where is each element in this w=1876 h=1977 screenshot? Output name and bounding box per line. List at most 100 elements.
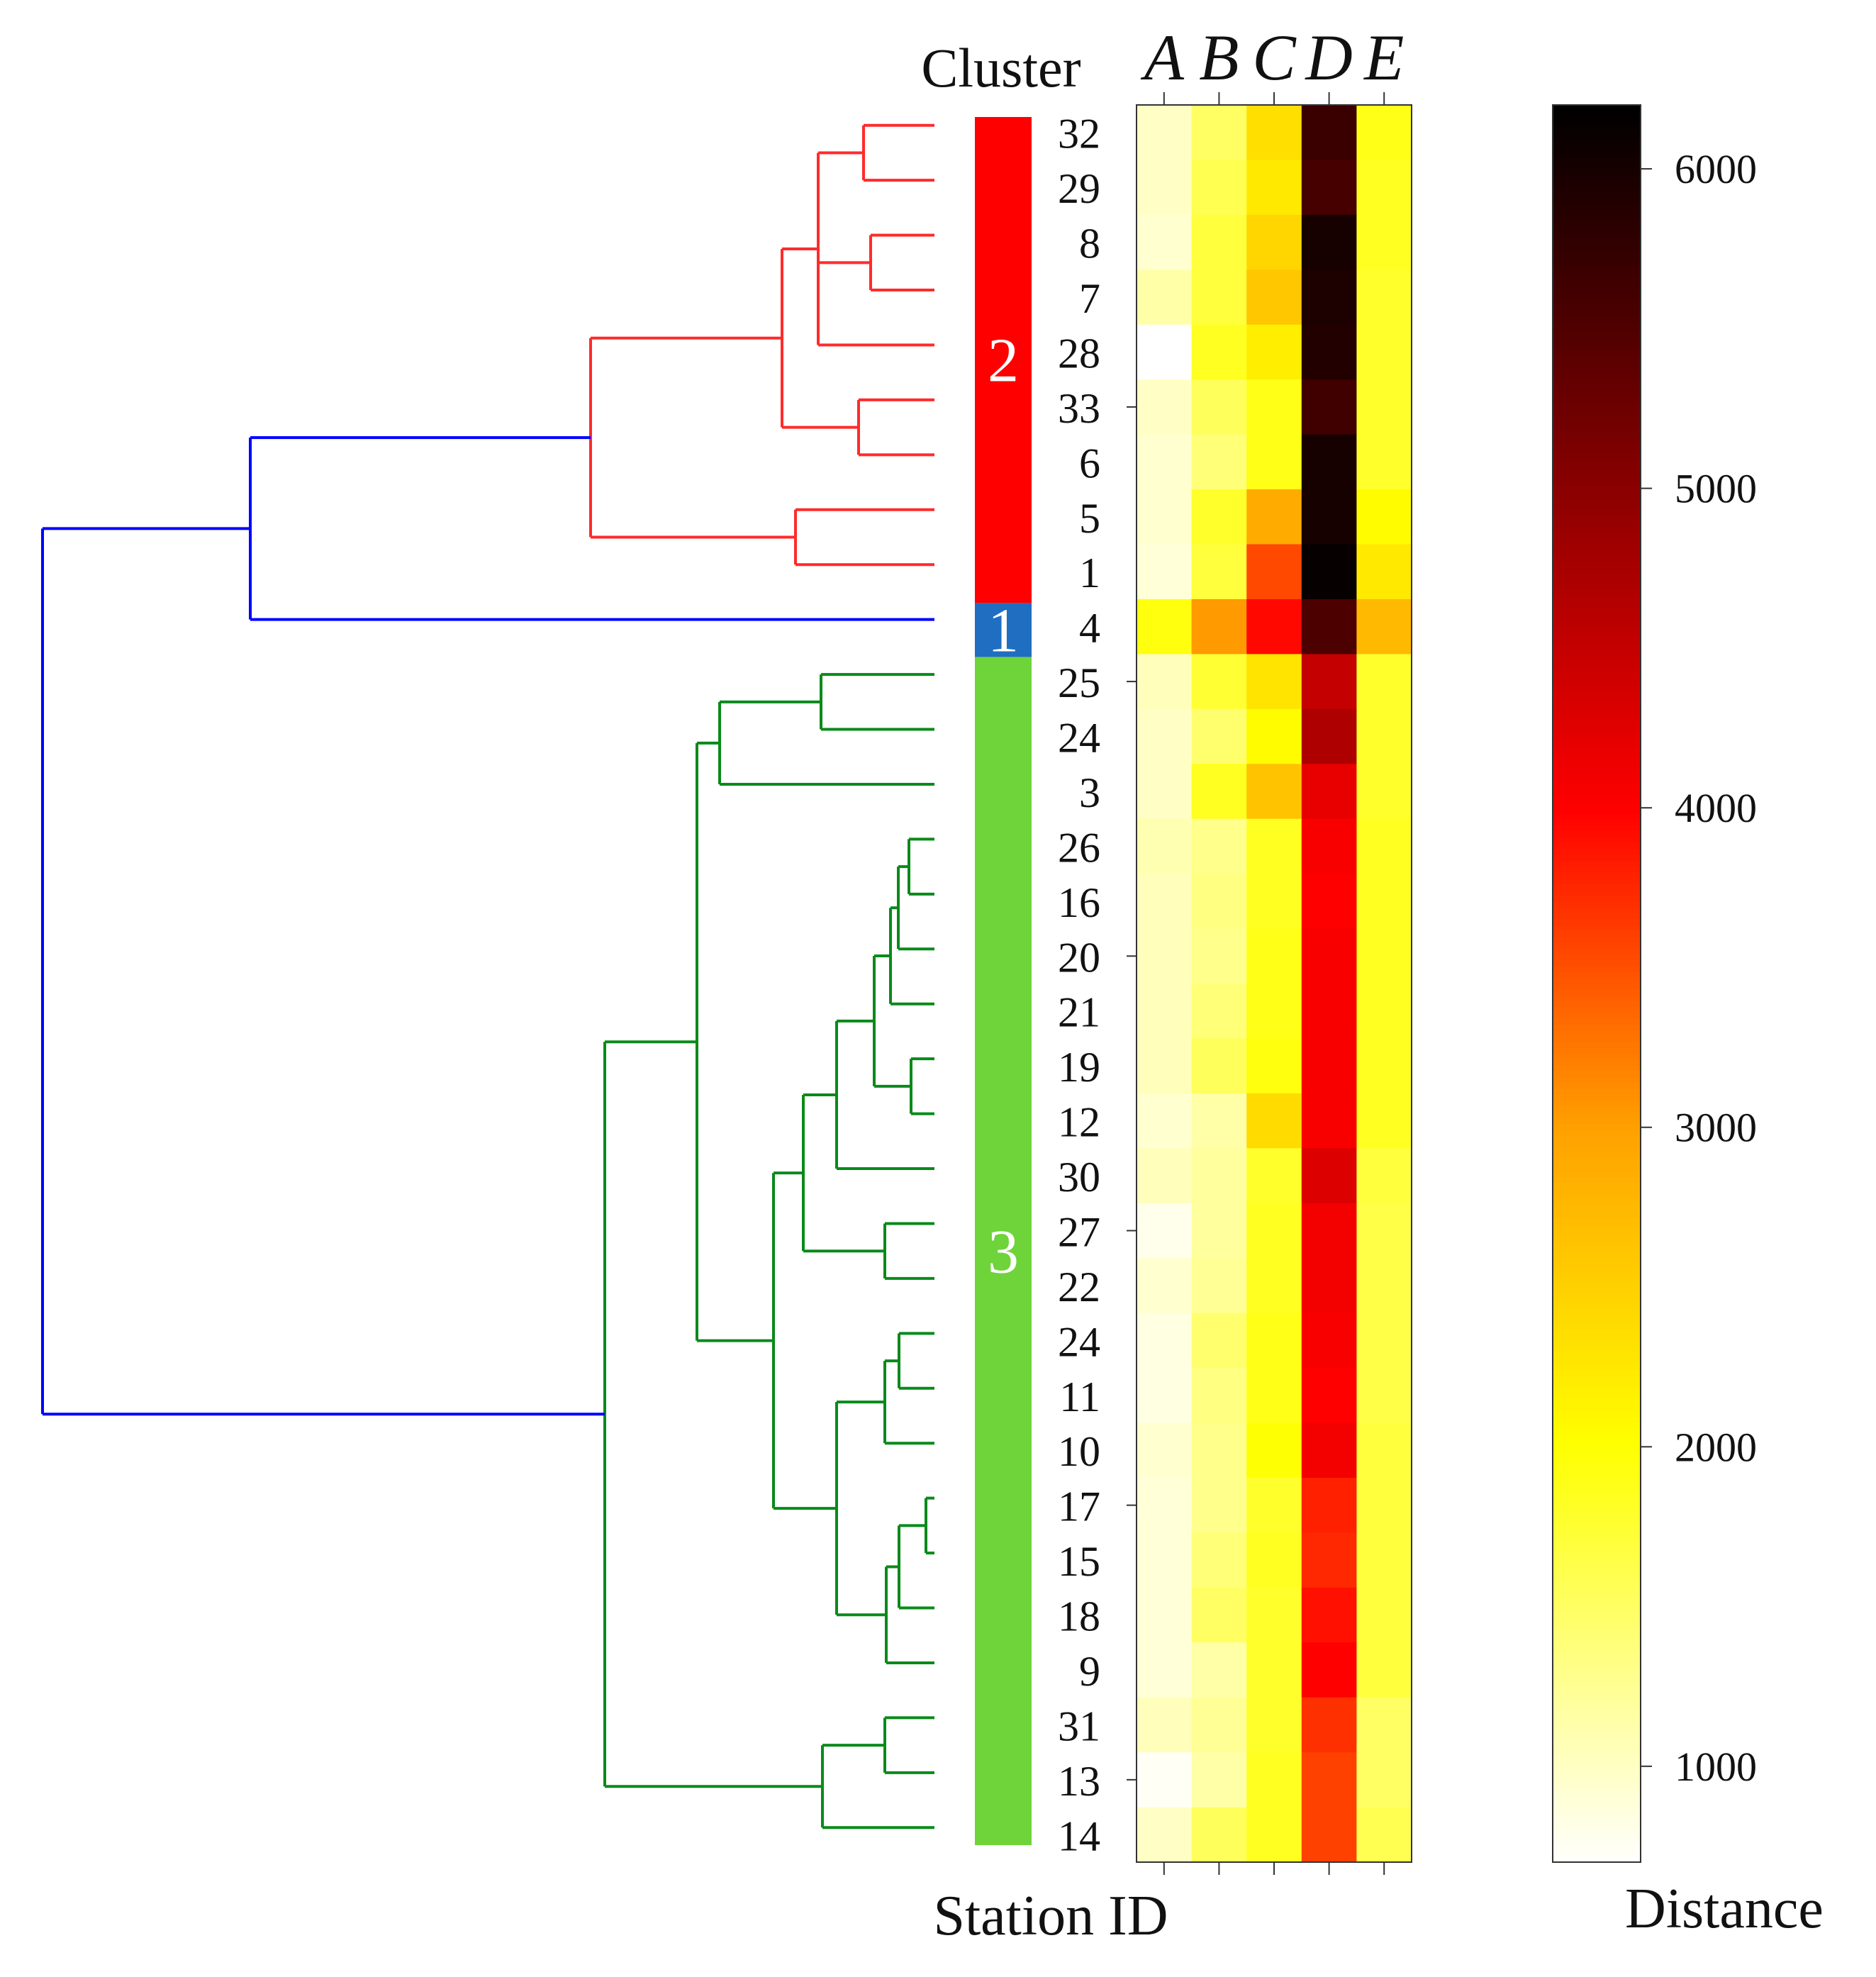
station-id-label: 14 [1058, 1812, 1100, 1859]
heatmap-cell [1137, 1203, 1193, 1259]
colorbar-segment [1553, 1229, 1641, 1236]
colorbar-segment [1553, 269, 1641, 276]
station-id-label: 28 [1058, 330, 1100, 377]
heatmap-cell [1246, 1313, 1302, 1369]
colorbar-segment [1553, 1135, 1641, 1142]
colorbar-segment [1553, 1059, 1641, 1067]
colorbar-segment [1553, 749, 1641, 756]
station-id-label: 26 [1058, 824, 1100, 871]
heatmap-cell [1356, 1258, 1412, 1314]
colorbar-segment [1553, 391, 1641, 399]
colorbar-segment [1553, 1018, 1641, 1025]
colorbar-segment [1553, 157, 1641, 165]
column-label: E [1363, 21, 1404, 94]
colorbar-segment [1553, 1428, 1641, 1435]
colorbar-segment [1553, 1205, 1641, 1213]
colorbar-segment [1553, 1065, 1641, 1072]
heatmap-cell [1301, 269, 1357, 325]
colorbar-segment [1553, 825, 1641, 832]
heatmap-cell [1191, 1422, 1247, 1478]
colorbar-segment [1553, 1856, 1641, 1863]
colorbar-segment [1553, 1218, 1641, 1225]
heatmap-cell [1356, 1642, 1412, 1698]
colorbar-segment [1553, 1323, 1641, 1330]
cluster-label: 3 [988, 1218, 1019, 1286]
heatmap-cell [1137, 1368, 1193, 1424]
colorbar-segment [1553, 984, 1641, 991]
colorbar-segment [1553, 345, 1641, 352]
colorbar-segment [1553, 1516, 1641, 1523]
colorbar-segment [1553, 1762, 1641, 1769]
colorbar-segment [1553, 1252, 1641, 1260]
colorbar-segment [1553, 462, 1641, 469]
colorbar-segment [1553, 438, 1641, 445]
heatmap-cell [1137, 1697, 1193, 1753]
colorbar-segment [1553, 503, 1641, 510]
colorbar-segment [1553, 1088, 1641, 1096]
colorbar-segment [1553, 977, 1641, 984]
colorbar-segment [1553, 128, 1641, 135]
heatmap-cell [1356, 1807, 1412, 1863]
heatmap-cell [1301, 544, 1357, 600]
colorbar-segment [1553, 105, 1641, 112]
colorbar-segment [1553, 1311, 1641, 1318]
colorbar-segment [1553, 1692, 1641, 1699]
colorbar-segment [1553, 989, 1641, 996]
colorbar-segment [1553, 1358, 1641, 1365]
colorbar-segment [1553, 111, 1641, 118]
cluster-band [975, 603, 1032, 657]
colorbar-segment [1553, 971, 1641, 979]
heatmap-cell [1301, 654, 1357, 710]
colorbar-segment [1553, 1047, 1641, 1054]
heatmap-cell [1191, 1313, 1247, 1369]
colorbar-segment [1553, 544, 1641, 551]
colorbar-segment [1553, 1293, 1641, 1301]
colorbar-segment [1553, 362, 1641, 369]
colorbar-segment [1553, 339, 1641, 346]
heatmap-cell [1301, 1038, 1357, 1094]
colorbar-segment [1553, 1042, 1641, 1049]
heatmap-cell [1246, 874, 1302, 930]
heatmap-cell [1246, 1697, 1302, 1753]
colorbar-segment [1553, 691, 1641, 698]
heatmap-cell [1301, 984, 1357, 1040]
colorbar-segment [1553, 901, 1641, 908]
colorbar-segment [1553, 772, 1641, 779]
heatmap-cell [1356, 1532, 1412, 1588]
heatmap-cell [1246, 1587, 1302, 1643]
heatmap-cell [1137, 105, 1193, 161]
station-id-label: 18 [1058, 1593, 1100, 1640]
colorbar-segment [1553, 1106, 1641, 1113]
colorbar-segment [1553, 327, 1641, 334]
heatmap-cell [1301, 1313, 1357, 1369]
heatmap-cell [1191, 105, 1247, 161]
heatmap-cell [1356, 598, 1412, 655]
colorbar: 1000 2000 3000 4000 5000 6000 [1552, 104, 1757, 1863]
colorbar-segment [1553, 1844, 1641, 1851]
heatmap-cell [1137, 984, 1193, 1040]
colorbar-segment [1553, 280, 1641, 287]
heatmap-cell [1137, 1477, 1193, 1533]
colorbar-segment [1553, 303, 1641, 311]
station-id-label: 33 [1058, 385, 1100, 432]
colorbar-segment [1553, 1194, 1641, 1201]
colorbar-segment [1553, 1505, 1641, 1512]
heatmap-cell [1301, 434, 1357, 490]
colorbar-segment [1553, 251, 1641, 258]
colorbar-segment [1553, 889, 1641, 896]
colorbar-segment [1553, 1768, 1641, 1775]
heatmap-cell [1356, 1697, 1412, 1753]
colorbar-segment [1553, 532, 1641, 540]
colorbar-segment [1553, 1827, 1641, 1834]
heatmap-cell [1301, 1368, 1357, 1424]
colorbar-segment [1553, 1680, 1641, 1687]
colorbar-segment [1553, 1791, 1641, 1798]
colorbar-segment [1553, 433, 1641, 440]
station-id-label: 24 [1058, 1318, 1100, 1365]
colorbar-segment [1553, 842, 1641, 850]
station-id-label: 25 [1058, 659, 1100, 706]
heatmap-cell [1137, 818, 1193, 874]
colorbar-segment [1553, 1159, 1641, 1166]
colorbar-segment [1553, 813, 1641, 820]
